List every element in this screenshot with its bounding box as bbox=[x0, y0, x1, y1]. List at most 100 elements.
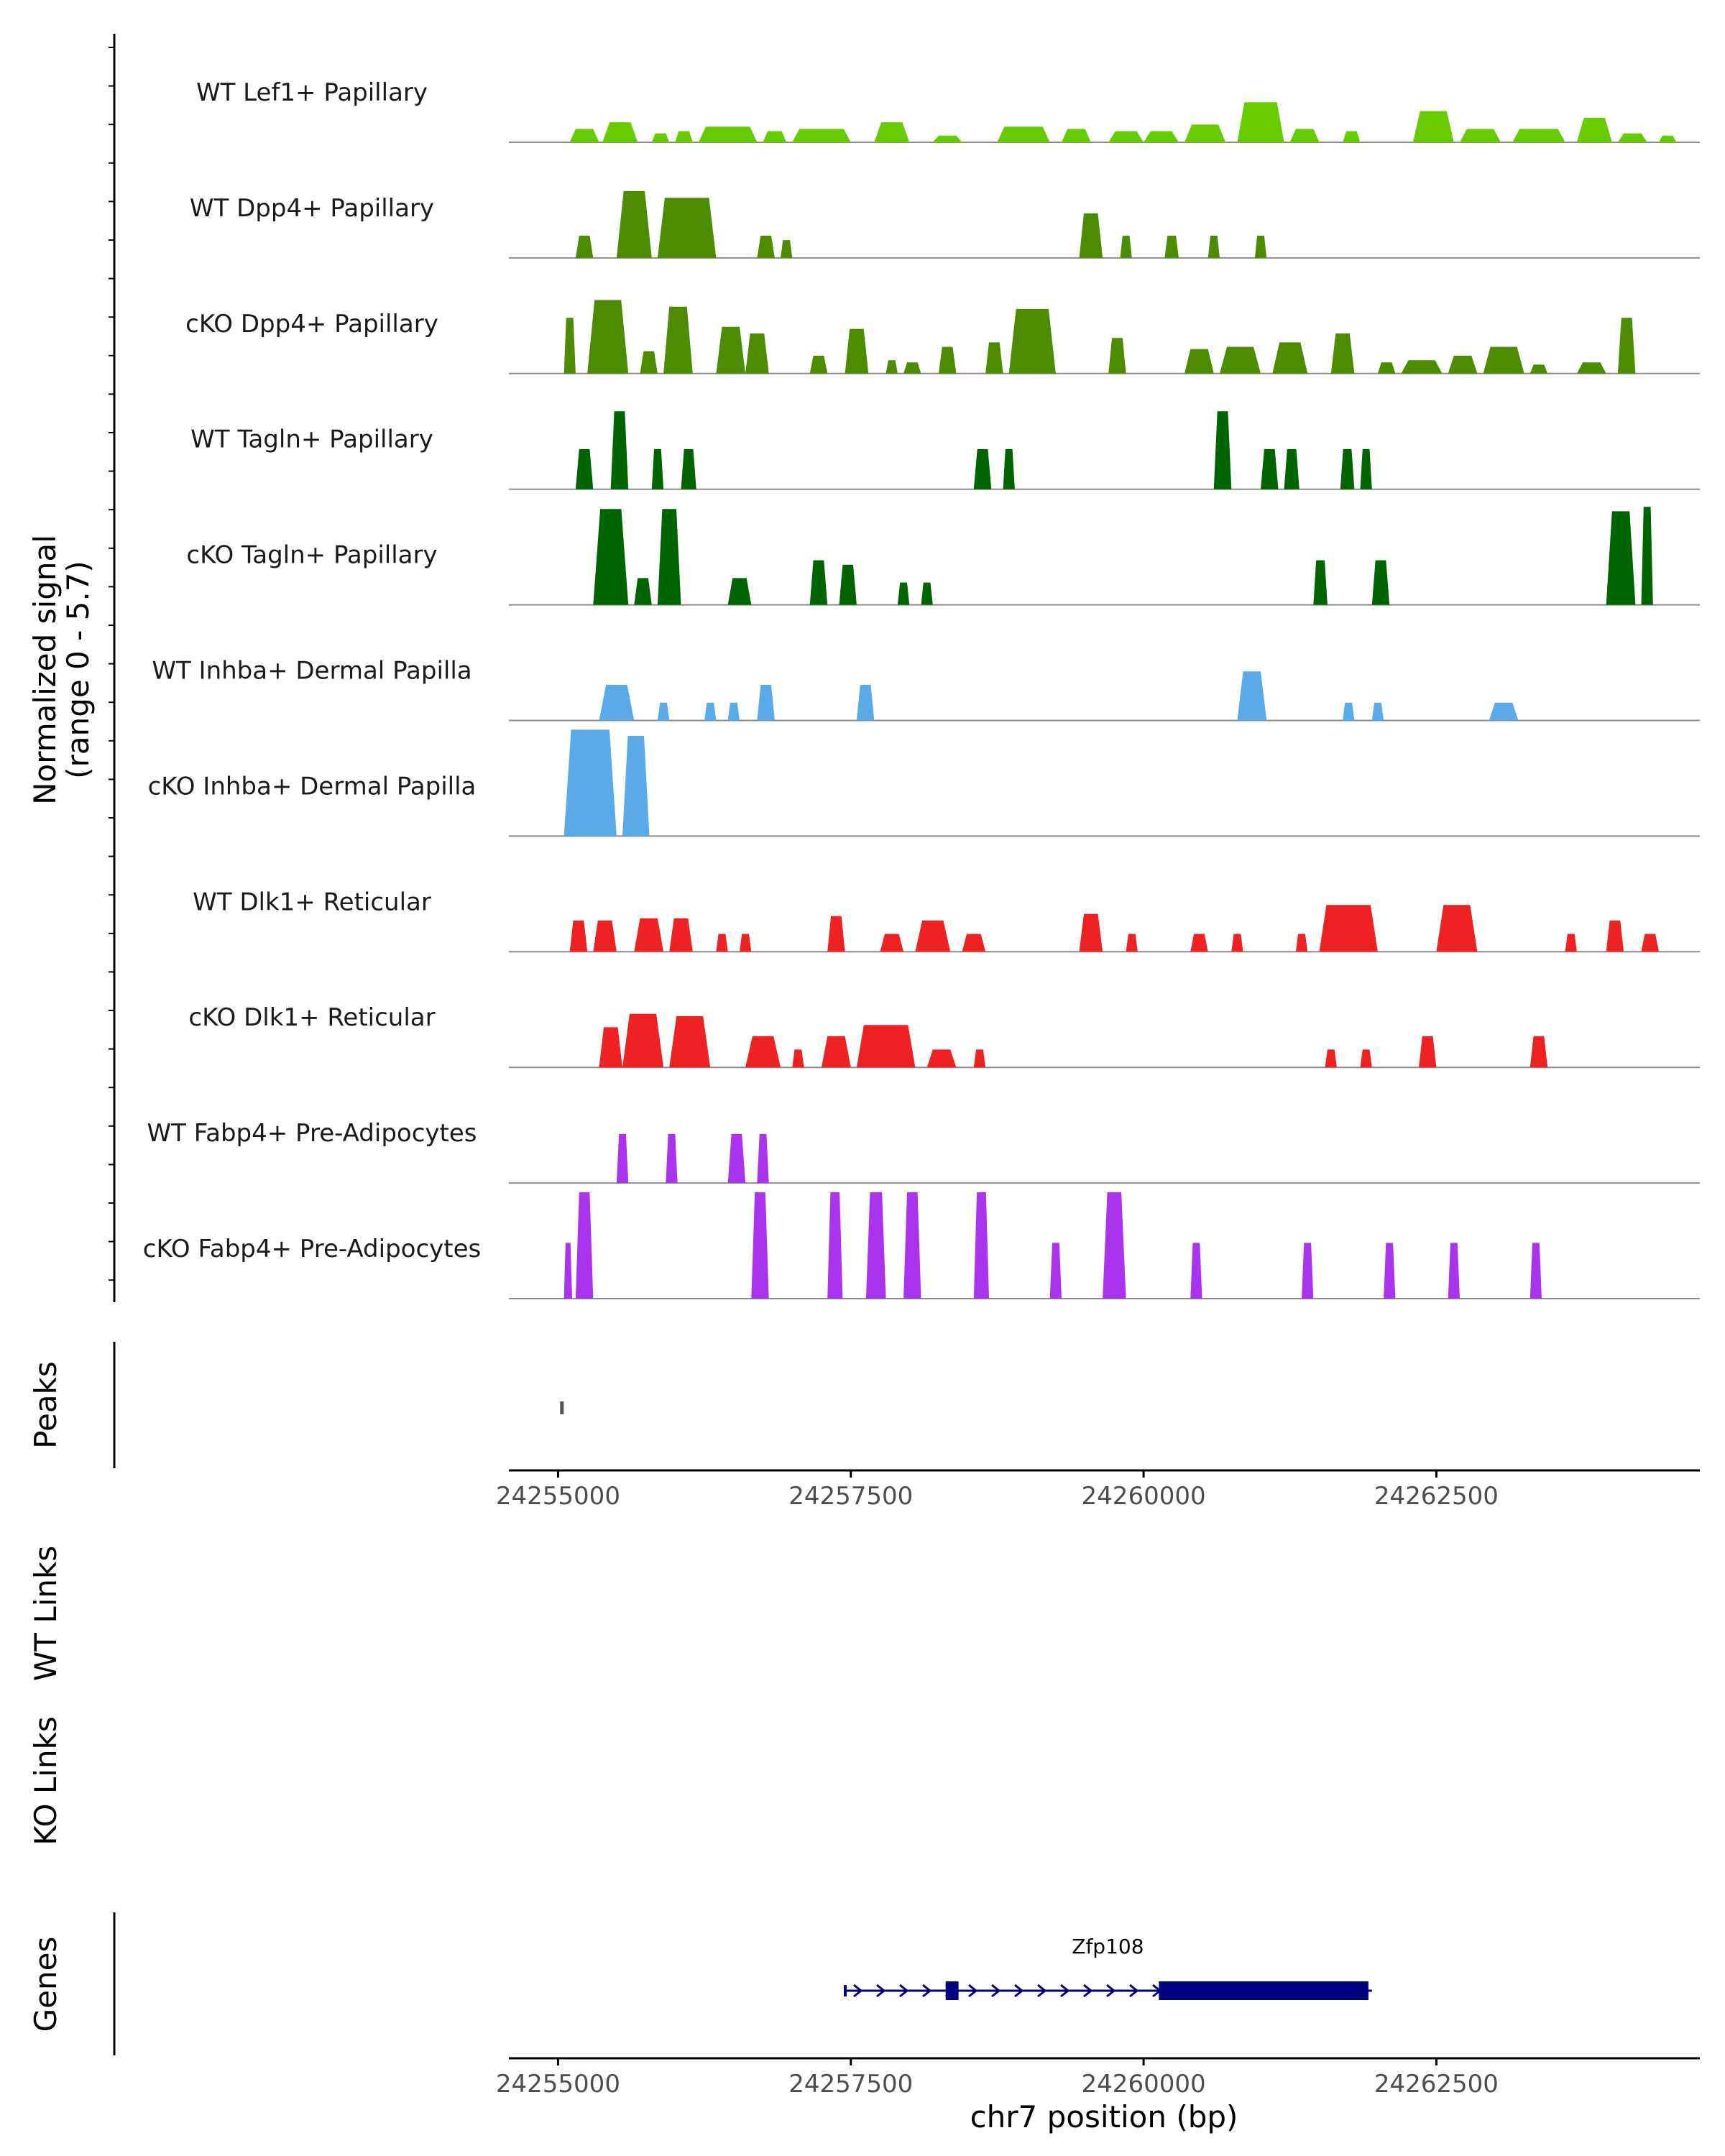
signal-peak bbox=[985, 342, 1003, 374]
strand-arrow bbox=[1106, 1984, 1116, 1998]
signal-peak bbox=[1617, 318, 1636, 374]
track-5: WT Inhba+ Dermal Papilla bbox=[152, 657, 1700, 722]
signal-peak bbox=[1208, 235, 1220, 258]
signal-peak bbox=[669, 1015, 711, 1068]
strand-arrow bbox=[1014, 1984, 1024, 1998]
signal-peak bbox=[1343, 702, 1355, 721]
track-label: cKO Dpp4+ Papillary bbox=[185, 310, 438, 338]
peaks-panel: Peaks 24255000 24257500 24260000 24262500 bbox=[28, 1342, 1700, 1511]
strand-arrow bbox=[991, 1984, 1001, 1998]
signal-peak bbox=[886, 360, 898, 374]
signal-peak bbox=[1576, 117, 1612, 142]
signal-peak bbox=[856, 1025, 916, 1068]
signal-peak bbox=[569, 129, 599, 142]
signal-peak bbox=[575, 1192, 594, 1299]
signal-peak bbox=[651, 448, 664, 489]
wt-links-label: WT Links bbox=[28, 1546, 63, 1681]
signal-peak bbox=[564, 729, 617, 837]
signal-peak bbox=[716, 326, 746, 374]
signal-peak bbox=[1340, 448, 1355, 489]
signal-peak bbox=[827, 916, 845, 952]
signal-peak bbox=[657, 509, 681, 605]
signal-tracks: WT Lef1+ Papillary WT Dpp4+ Papillary cKO … bbox=[143, 78, 1700, 1299]
signal-peak bbox=[1330, 333, 1355, 374]
signal-peak bbox=[874, 122, 910, 142]
signal-peak bbox=[1213, 411, 1232, 489]
signal-peak bbox=[1261, 448, 1279, 489]
strand-arrow bbox=[1129, 1984, 1139, 1998]
track-label: WT Tagln+ Papillary bbox=[190, 425, 433, 454]
strand-arrow bbox=[876, 1984, 886, 1998]
signal-peak bbox=[1313, 560, 1328, 605]
signal-peak bbox=[675, 131, 693, 142]
signal-peak bbox=[1237, 102, 1284, 142]
signal-peak bbox=[1530, 364, 1548, 374]
signal-peak bbox=[569, 920, 588, 952]
track-label: WT Dlk1+ Reticular bbox=[193, 888, 431, 916]
signal-peak bbox=[1384, 1243, 1396, 1299]
signal-peak bbox=[599, 1027, 622, 1068]
track-label: cKO Fabp4+ Pre-Adipocytes bbox=[143, 1235, 482, 1263]
signal-peak bbox=[1371, 560, 1390, 605]
signal-peak bbox=[845, 328, 869, 374]
gene-models: Zfp108 bbox=[843, 1935, 1372, 2000]
signal-peak bbox=[1448, 356, 1478, 374]
signal-peak bbox=[921, 582, 933, 605]
signal-peak bbox=[1184, 349, 1214, 374]
strand-arrow bbox=[968, 1984, 978, 1998]
x-tick-label: 24257500 bbox=[788, 1482, 913, 1511]
signal-peak bbox=[939, 346, 957, 374]
signal-peak bbox=[915, 920, 951, 952]
x-tick-label: 24255000 bbox=[496, 2070, 620, 2099]
signal-peak bbox=[1606, 511, 1636, 605]
signal-peak bbox=[666, 1133, 678, 1184]
signal-peak bbox=[1289, 129, 1320, 142]
signal-peak bbox=[610, 411, 629, 489]
track-10: cKO Fabp4+ Pre-Adipocytes bbox=[143, 1192, 1700, 1299]
signal-peak bbox=[880, 934, 904, 952]
y-axis-range: (range 0 - 5.7) bbox=[60, 561, 96, 779]
strand-arrow bbox=[1037, 1984, 1047, 1998]
signal-peak bbox=[1606, 920, 1624, 952]
signal-peak bbox=[1377, 362, 1396, 374]
signal-peak bbox=[1079, 913, 1103, 952]
track-1: WT Dpp4+ Papillary bbox=[190, 190, 1700, 259]
signal-peak bbox=[973, 1049, 986, 1068]
links-panel: WT Links KO Links bbox=[28, 1546, 63, 1846]
signal-peak bbox=[1126, 934, 1138, 952]
signal-peak bbox=[1641, 507, 1653, 605]
signal-peak bbox=[1284, 448, 1300, 489]
signal-peak bbox=[962, 934, 986, 952]
gene-exon bbox=[945, 1981, 959, 2000]
signal-peak bbox=[616, 190, 652, 258]
signal-peak bbox=[727, 578, 752, 605]
signal-peak bbox=[1272, 342, 1308, 374]
signal-peak bbox=[809, 356, 828, 374]
signal-peak bbox=[727, 702, 740, 721]
track-4: cKO Tagln+ Papillary bbox=[186, 507, 1700, 606]
signal-peak bbox=[897, 582, 910, 605]
signal-peak bbox=[1401, 360, 1443, 374]
signal-peak bbox=[651, 133, 670, 142]
signal-peak bbox=[822, 1036, 851, 1068]
signal-peak bbox=[1184, 124, 1226, 142]
signal-peak bbox=[1144, 131, 1179, 142]
track-label: WT Lef1+ Papillary bbox=[196, 78, 428, 107]
signal-peak bbox=[926, 1049, 957, 1068]
track-7: WT Dlk1+ Reticular bbox=[193, 888, 1700, 953]
track-label: WT Fabp4+ Pre-Adipocytes bbox=[147, 1119, 477, 1148]
signal-peak bbox=[1412, 111, 1454, 142]
signal-peak bbox=[757, 684, 775, 721]
signal-peak bbox=[1108, 338, 1126, 374]
signal-peak bbox=[1237, 671, 1267, 721]
signal-peak bbox=[1343, 131, 1361, 142]
signal-peak bbox=[1231, 934, 1243, 952]
track-2: cKO Dpp4+ Papillary bbox=[185, 300, 1700, 374]
gene-label: Zfp108 bbox=[1072, 1935, 1144, 1958]
signal-peak bbox=[1319, 905, 1378, 952]
signal-peak bbox=[751, 1192, 769, 1299]
x-tick-label: 24260000 bbox=[1082, 2070, 1206, 2099]
signal-peak bbox=[622, 735, 650, 837]
signal-peak bbox=[1617, 133, 1647, 142]
